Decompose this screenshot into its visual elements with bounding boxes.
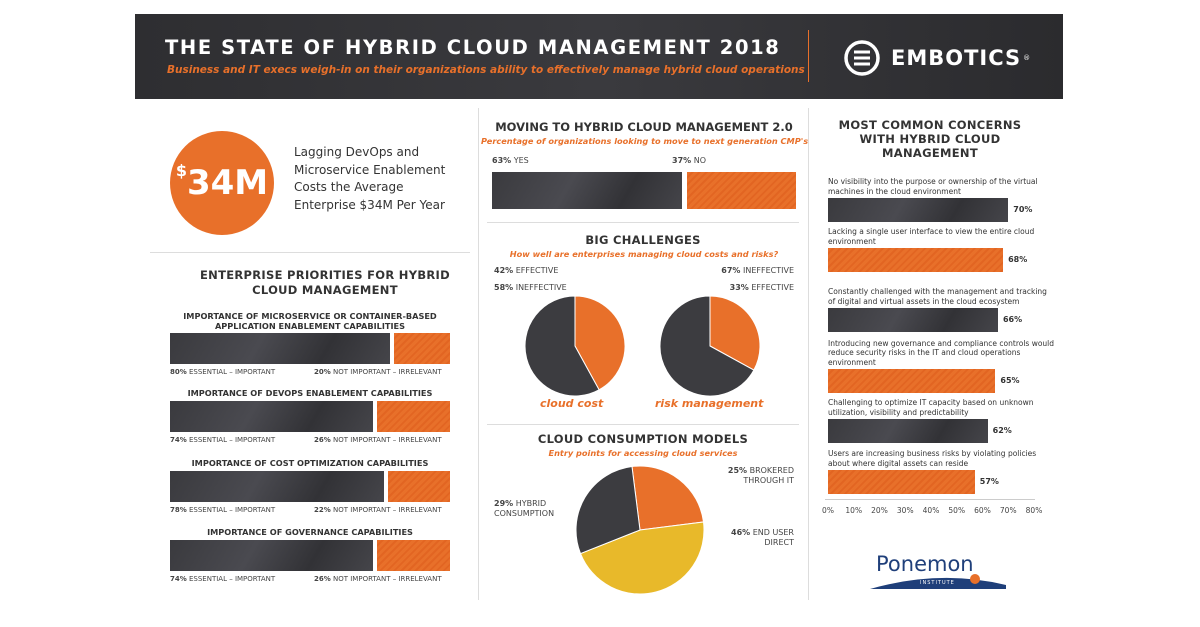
pie-slice-ineffective — [524, 295, 600, 397]
challenges-title: BIG CHALLENGES — [585, 233, 701, 247]
divider — [478, 108, 479, 600]
bar-segment-essential — [170, 401, 374, 432]
concern-bar — [828, 198, 1009, 222]
pie-label: 42% EFFECTIVE — [494, 266, 559, 275]
bar-segment-essential — [170, 471, 385, 502]
x-tick-label: 50% — [948, 506, 966, 515]
moving-title: MOVING TO HYBRID CLOUD MANAGEMENT 2.0 — [495, 120, 793, 134]
headline-amount: 34M — [186, 163, 269, 203]
consumption-subtitle: Entry points for accessing cloud service… — [548, 448, 738, 458]
pie-slice-effective — [574, 295, 626, 391]
yes-label: 63% YES — [492, 156, 529, 165]
concern-bar — [828, 369, 996, 393]
not-important-label: 20% NOT IMPORTANT – IRRELEVANT — [314, 368, 442, 376]
priority-group-title: IMPORTANCE OF MICROSERVICE OR CONTAINER-… — [183, 311, 437, 331]
registered-mark: ® — [1023, 54, 1031, 62]
pie-slice-hybrid-consumption — [575, 465, 641, 555]
concern-label: Lacking a single user interface to view … — [828, 227, 1035, 246]
x-axis-line — [825, 499, 1035, 500]
bar-segment-no — [687, 172, 796, 209]
header-divider — [808, 30, 809, 82]
x-tick-label: 70% — [999, 506, 1017, 515]
pie-slice-end-user-direct — [579, 521, 705, 595]
bar-segment-yes — [492, 172, 682, 209]
embotics-logo-icon — [844, 40, 880, 76]
pie-slice-effective — [709, 295, 761, 371]
concern-label: No visibility into the purpose or owners… — [828, 177, 1038, 196]
brand-name: EMBOTICS — [891, 46, 1022, 70]
end-user-label: 46% END USER DIRECT — [731, 528, 794, 547]
moving-subtitle: Percentage of organizations looking to m… — [481, 136, 809, 146]
bar-segment-essential — [170, 540, 374, 571]
concern-label: Constantly challenged with the managemen… — [828, 287, 1047, 306]
priority-group-title: IMPORTANCE OF COST OPTIMIZATION CAPABILI… — [191, 458, 429, 468]
headline-text: Lagging DevOps and Microservice Enableme… — [294, 145, 446, 212]
divider — [487, 222, 799, 223]
concern-bar — [828, 248, 1004, 272]
consumption-title: CLOUD CONSUMPTION MODELS — [537, 432, 749, 446]
pie-slice-ineffective — [659, 295, 755, 397]
priority-group-title: IMPORTANCE OF GOVERNANCE CAPABILITIES — [207, 527, 413, 537]
headline-currency: $ — [175, 161, 187, 180]
bar-segment-not-important — [388, 471, 450, 502]
x-tick-label: 40% — [922, 506, 940, 515]
ponemon-logo: Ponemon INSTITUTE — [870, 553, 1010, 589]
x-tick-label: 10% — [845, 506, 863, 515]
essential-label: 80% ESSENTIAL – IMPORTANT — [170, 368, 276, 376]
pie-slice-brokered-through-it — [631, 465, 705, 531]
pie-caption: risk management — [655, 397, 764, 410]
concern-value: 68% — [1008, 255, 1028, 264]
essential-label: 74% ESSENTIAL – IMPORTANT — [170, 575, 276, 583]
embotics-logo: EMBOTICS ® — [843, 39, 1030, 77]
not-important-label: 26% NOT IMPORTANT – IRRELEVANT — [314, 436, 442, 444]
header-banner: THE STATE OF HYBRID CLOUD MANAGEMENT 201… — [135, 14, 1063, 99]
pie-label: 58% INEFFECTIVE — [494, 283, 567, 292]
x-tick-label: 0% — [822, 506, 834, 515]
concern-value: 70% — [1013, 205, 1033, 214]
brokered-label: 25% BROKERED THROUGH IT — [727, 466, 794, 485]
bar-segment-not-important — [377, 540, 450, 571]
concern-value: 65% — [1000, 376, 1020, 385]
concern-label: Challenging to optimize IT capacity base… — [828, 398, 1034, 417]
pie-caption: cloud cost — [540, 397, 604, 410]
ponemon-logo-text: Ponemon — [876, 552, 974, 576]
hybrid-label: 29% HYBRID CONSUMPTION — [494, 499, 555, 518]
challenges-pies — [524, 295, 761, 397]
concerns-title: MOST COMMON CONCERNS WITH HYBRID CLOUD M… — [838, 118, 1022, 160]
ponemon-swoosh-icon — [870, 574, 1006, 589]
no-label: 37% NO — [672, 156, 706, 165]
pie-label: 67% INEFFECTIVE — [721, 266, 794, 275]
ponemon-logo-sub: INSTITUTE — [920, 580, 955, 586]
x-tick-label: 20% — [871, 506, 888, 515]
divider — [808, 108, 809, 600]
concern-bar — [828, 470, 975, 494]
divider — [150, 252, 470, 253]
page-title: THE STATE OF HYBRID CLOUD MANAGEMENT 201… — [165, 36, 781, 59]
concern-value: 66% — [1002, 315, 1023, 324]
bar-segment-not-important — [394, 333, 450, 364]
headline-circle: $34M — [170, 131, 274, 235]
x-tick-label: 80% — [1025, 506, 1043, 515]
bar-segment-not-important — [377, 401, 450, 432]
x-tick-label: 60% — [974, 506, 991, 515]
concern-value: 57% — [979, 477, 999, 486]
concern-bar — [828, 419, 988, 443]
challenges-subtitle: How well are enterprises managing cloud … — [509, 249, 779, 259]
concern-label: Introducing new governance and complianc… — [828, 338, 1055, 367]
divider — [487, 424, 799, 425]
concern-label: Users are increasing business risks by v… — [828, 449, 1037, 468]
bar-segment-essential — [170, 333, 390, 364]
essential-label: 74% ESSENTIAL – IMPORTANT — [170, 436, 276, 444]
concern-bar — [828, 308, 998, 332]
concern-value: 62% — [992, 426, 1012, 435]
pie-label: 33% EFFECTIVE — [729, 283, 794, 292]
not-important-label: 22% NOT IMPORTANT – IRRELEVANT — [314, 506, 442, 514]
essential-label: 78% ESSENTIAL – IMPORTANT — [170, 506, 276, 514]
x-tick-label: 30% — [896, 506, 914, 515]
not-important-label: 26% NOT IMPORTANT – IRRELEVANT — [314, 575, 442, 583]
page-subtitle: Business and IT execs weigh-in on their … — [167, 64, 805, 76]
consumption-pie — [575, 465, 705, 595]
priorities-title: ENTERPRISE PRIORITIES FOR HYBRID CLOUD M… — [200, 268, 450, 297]
priority-group-title: IMPORTANCE OF DEVOPS ENABLEMENT CAPABILI… — [187, 388, 433, 398]
